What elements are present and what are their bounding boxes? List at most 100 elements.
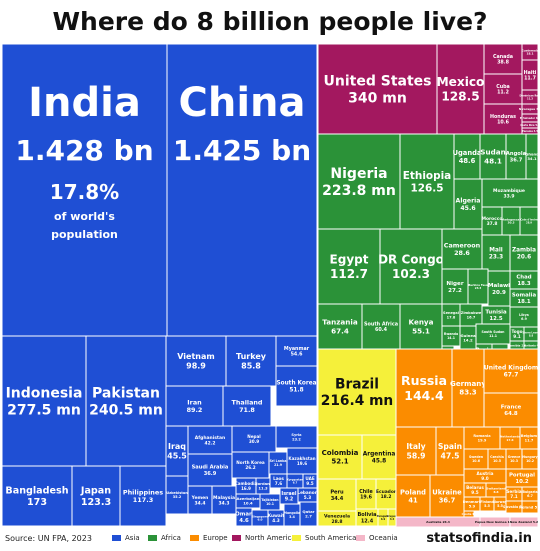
value-nicaragua: 7.0 <box>536 107 540 111</box>
treemap-chart: India 1.428 bn 17.8% of world's population Ch… <box>1 43 540 528</box>
label-serbia: Serbia <box>506 489 521 494</box>
treemap-tile-colombia <box>317 434 363 480</box>
legend-label: Oceania <box>369 534 398 542</box>
value-uruguay: 3.4 <box>390 518 395 521</box>
label-lebanon: Lebanon <box>297 490 317 495</box>
legend-swatch <box>112 535 121 541</box>
value-tajikistan: 10.1 <box>266 502 274 506</box>
label-kenya: Kenya <box>409 318 434 327</box>
treemap-tile-spain <box>435 426 465 476</box>
treemap-tile-united-kingdom <box>483 348 539 394</box>
value-laos: 7.6 <box>275 481 283 486</box>
label-iraq: Iraq <box>168 442 186 451</box>
label-brazil: Brazil <box>335 377 379 393</box>
value-north-korea: 26.2 <box>245 465 255 470</box>
label-italy: Italy <box>406 442 425 451</box>
label-mongolia: Mongolia <box>284 511 300 515</box>
value-south-africa: 60.4 <box>375 327 388 333</box>
legend-item-africa: Africa <box>148 534 181 542</box>
label-south-korea: South Korea <box>276 381 316 387</box>
value-uganda: 48.6 <box>459 157 476 165</box>
label-north-korea: North Korea <box>236 460 265 465</box>
treemap-cell-costa-rica: Costa Rica 5.2 <box>520 121 540 129</box>
value-rwanda: 14.1 <box>447 336 455 340</box>
legend-item-oceania: Oceania <box>356 534 398 542</box>
legend-label: South America <box>305 534 357 542</box>
value-united-states: 340 mn <box>348 90 407 106</box>
value-afghanistan: 42.2 <box>204 440 215 446</box>
label-germany: Germany <box>450 379 486 388</box>
value-peru: 34.4 <box>331 496 344 502</box>
label-morocco: Morocco <box>482 216 503 222</box>
value-bolivia: 12.4 <box>361 518 374 524</box>
legend-swatch <box>356 535 365 541</box>
label-ghana: Ghana <box>525 153 539 157</box>
annotation-2: of world's <box>54 210 115 223</box>
label-iran: Iran <box>187 398 202 406</box>
label-colombia: Colombia <box>322 448 359 457</box>
treemap-tile-kenya <box>399 303 443 350</box>
value-russia: 144.4 <box>404 388 444 403</box>
treemap-tile-zambia <box>509 234 539 272</box>
legend-label: North America <box>245 534 296 542</box>
value-norway: 5.5 <box>497 504 503 508</box>
treemap-tile-panama <box>521 127 539 135</box>
legend-swatch <box>292 535 301 541</box>
value-ethiopia: 126.5 <box>410 182 443 194</box>
value-guatemala: 18.1 <box>527 52 534 56</box>
label-tajikistan: Tajikistan <box>261 498 279 502</box>
value-mozambique: 33.9 <box>503 193 514 199</box>
value-uae: 9.5 <box>306 481 314 486</box>
value-india: 1.428 bn <box>15 134 153 167</box>
label-united-states: United States <box>324 74 432 90</box>
label-sudan: Sudan <box>480 148 505 157</box>
value-sudan: 48.1 <box>484 156 502 165</box>
value-turkey: 85.8 <box>241 362 261 371</box>
treemap-tile-yemen <box>187 485 213 515</box>
value-greece: 10.3 <box>510 459 518 463</box>
value-portugal: 10.2 <box>515 479 529 485</box>
label-peru: Peru <box>330 490 344 496</box>
label-zimbabwe: Zimbabwe <box>461 311 482 315</box>
treemap-tile-indonesia <box>1 335 87 467</box>
value-romania: 19.9 <box>478 438 487 442</box>
label-cote-d-ivoire: Cote d'Ivoire <box>520 218 538 221</box>
annotation-1: 17.8% <box>50 180 119 204</box>
treemap-tile-qatar <box>299 501 318 527</box>
value-venezuela: 28.8 <box>331 519 342 525</box>
value-hungary: 10.2 <box>526 459 534 463</box>
legend-item-south-america: South America <box>292 534 356 542</box>
value-vietnam: 98.9 <box>186 362 206 371</box>
chart-footer: Source: UN FPA, 2023 Asia Africa Europe … <box>0 529 540 551</box>
label-switzerland: Switzerland <box>486 486 505 490</box>
treemap-cell-australia: Australia 26.4 <box>395 516 481 528</box>
label-zambia: Zambia <box>512 248 536 254</box>
treemap-tile-algeria <box>453 178 483 230</box>
label-vietnam: Vietnam <box>177 352 214 361</box>
label-united-kingdom: United Kingdom <box>484 365 538 372</box>
label-argentina: Argentina <box>363 452 396 458</box>
value-uzbekistan: 35.2 <box>173 495 182 499</box>
value-canada: 38.8 <box>497 60 509 66</box>
treemap-cell-dominican-rep: Dominican Rep.11.3 <box>519 89 540 105</box>
label-bulgaria: Bulgaria <box>522 490 537 494</box>
